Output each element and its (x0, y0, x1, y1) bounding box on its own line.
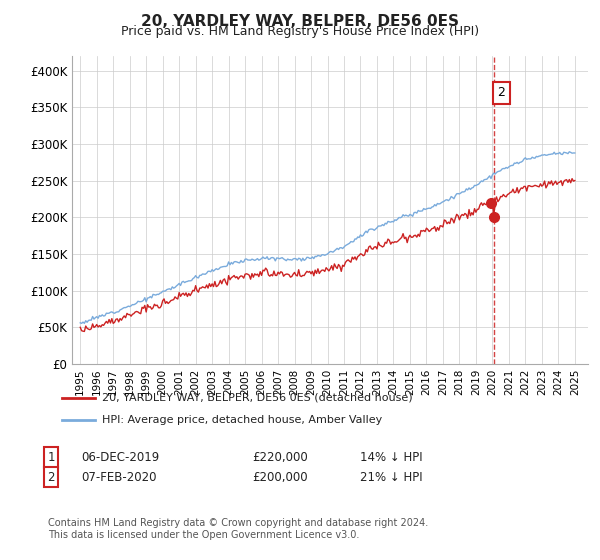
Text: 2: 2 (47, 470, 55, 484)
Text: £200,000: £200,000 (252, 470, 308, 484)
Text: 2: 2 (497, 86, 505, 99)
Text: 20, YARDLEY WAY, BELPER, DE56 0ES (detached house): 20, YARDLEY WAY, BELPER, DE56 0ES (detac… (102, 393, 413, 403)
Text: 21% ↓ HPI: 21% ↓ HPI (360, 470, 422, 484)
Text: 1: 1 (47, 451, 55, 464)
Text: 06-DEC-2019: 06-DEC-2019 (81, 451, 159, 464)
Text: 20, YARDLEY WAY, BELPER, DE56 0ES: 20, YARDLEY WAY, BELPER, DE56 0ES (141, 14, 459, 29)
Text: 07-FEB-2020: 07-FEB-2020 (81, 470, 157, 484)
Text: Price paid vs. HM Land Registry's House Price Index (HPI): Price paid vs. HM Land Registry's House … (121, 25, 479, 38)
Text: £220,000: £220,000 (252, 451, 308, 464)
Text: HPI: Average price, detached house, Amber Valley: HPI: Average price, detached house, Ambe… (102, 415, 382, 425)
Text: Contains HM Land Registry data © Crown copyright and database right 2024.
This d: Contains HM Land Registry data © Crown c… (48, 519, 428, 540)
Text: 14% ↓ HPI: 14% ↓ HPI (360, 451, 422, 464)
